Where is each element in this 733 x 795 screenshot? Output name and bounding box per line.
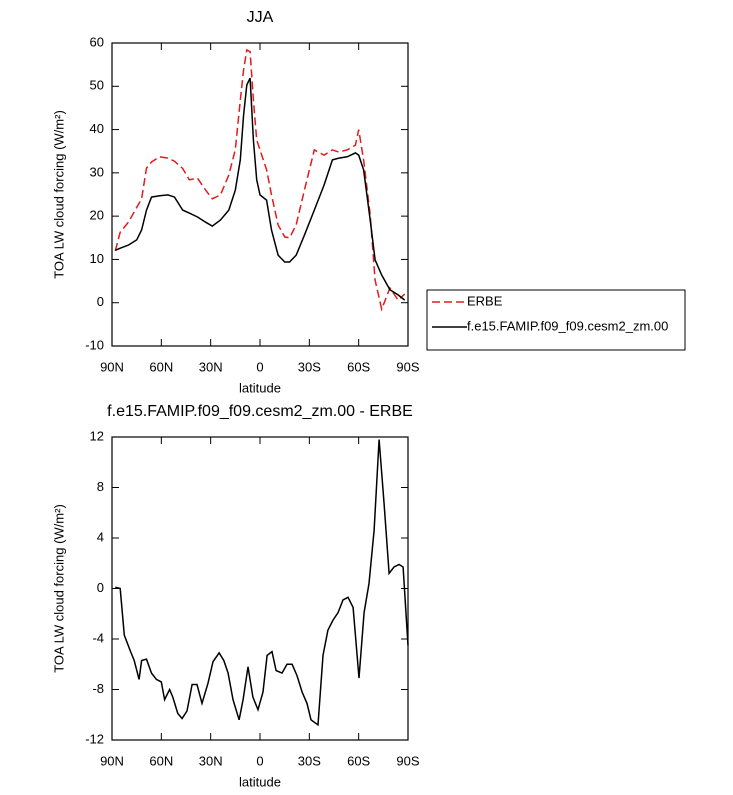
y-axis-label: TOA LW cloud forcing (W/m²) bbox=[51, 110, 66, 279]
series-line bbox=[114, 48, 406, 312]
y-tick-label: 40 bbox=[90, 121, 104, 136]
x-tick-label: 30S bbox=[298, 359, 321, 374]
y-tick-label: 0 bbox=[97, 294, 104, 309]
series-line bbox=[115, 439, 409, 727]
x-tick-label: 60N bbox=[149, 753, 173, 768]
x-axis-label: latitude bbox=[239, 774, 281, 789]
x-tick-label: 30N bbox=[199, 359, 223, 374]
x-axis-label: latitude bbox=[239, 380, 281, 395]
legend-label: f.e15.FAMIP.f09_f09.cesm2_zm.00 bbox=[467, 318, 668, 333]
y-axis-label: TOA LW cloud forcing (W/m²) bbox=[51, 504, 66, 673]
x-tick-label: 60S bbox=[347, 359, 370, 374]
y-tick-label: -12 bbox=[85, 731, 104, 746]
x-tick-label: 0 bbox=[256, 359, 263, 374]
y-tick-label: 12 bbox=[90, 428, 104, 443]
y-tick-label: 30 bbox=[90, 164, 104, 179]
plot-frame bbox=[111, 42, 409, 347]
chart-title: f.e15.FAMIP.f09_f09.cesm2_zm.00 - ERBE bbox=[107, 403, 413, 420]
y-tick-label: 4 bbox=[97, 529, 104, 544]
x-tick-label: 60S bbox=[347, 753, 370, 768]
y-tick-label: 0 bbox=[97, 580, 104, 595]
x-tick-label: 30S bbox=[298, 753, 321, 768]
y-tick-label: 10 bbox=[90, 251, 104, 266]
y-tick-label: 60 bbox=[90, 34, 104, 49]
y-tick-label: 50 bbox=[90, 78, 104, 93]
y-tick-label: -8 bbox=[92, 681, 104, 696]
x-tick-label: 0 bbox=[256, 753, 263, 768]
chart-title: JJA bbox=[247, 9, 274, 26]
y-tick-label: -10 bbox=[85, 337, 104, 352]
y-tick-label: -4 bbox=[92, 630, 104, 645]
legend-box bbox=[426, 289, 686, 351]
y-tick-label: 8 bbox=[97, 479, 104, 494]
x-tick-label: 30N bbox=[199, 753, 223, 768]
series-line bbox=[115, 77, 406, 301]
plot-frame bbox=[111, 436, 409, 741]
legend-label: ERBE bbox=[467, 293, 503, 308]
x-tick-label: 90S bbox=[396, 753, 419, 768]
x-tick-label: 90N bbox=[100, 359, 124, 374]
x-tick-label: 90N bbox=[100, 753, 124, 768]
x-tick-label: 60N bbox=[149, 359, 173, 374]
x-tick-label: 90S bbox=[396, 359, 419, 374]
y-tick-label: 20 bbox=[90, 208, 104, 223]
